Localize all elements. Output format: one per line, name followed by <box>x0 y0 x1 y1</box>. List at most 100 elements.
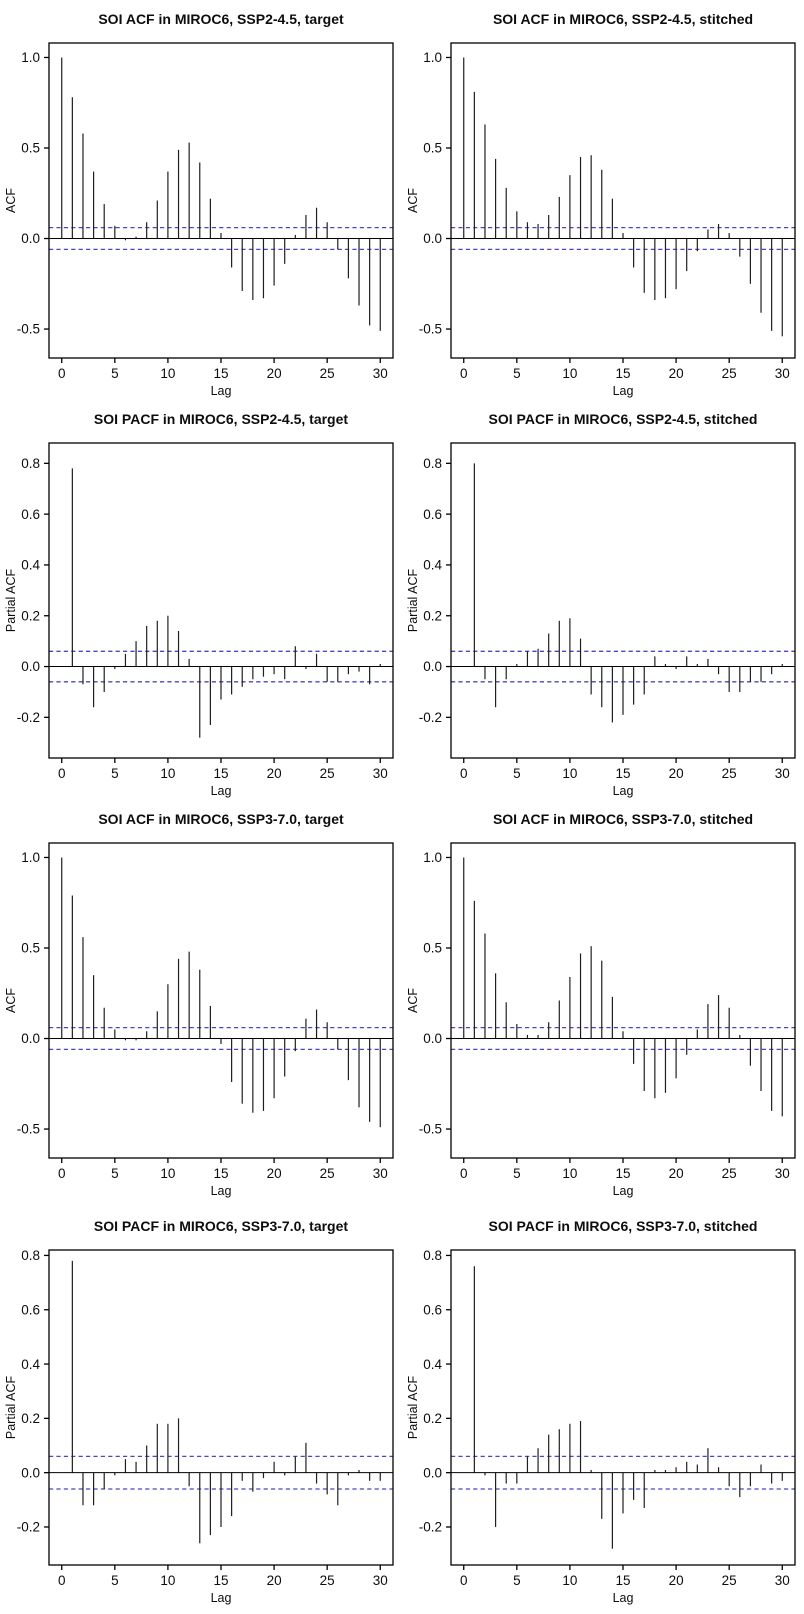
x-tick-label: 20 <box>669 766 684 781</box>
x-tick-label: 15 <box>615 766 630 781</box>
x-tick-label: 25 <box>722 1573 737 1588</box>
x-tick-label: 0 <box>58 1166 66 1181</box>
y-tick-label: 0.4 <box>21 1357 40 1372</box>
chart-title: SOI PACF in MIROC6, SSP2-4.5, target <box>93 411 349 427</box>
y-tick-label: 0.2 <box>423 608 442 623</box>
y-tick-label: 1.0 <box>423 50 442 65</box>
y-tick-label: 0.2 <box>423 1411 442 1426</box>
x-tick-label: 25 <box>320 366 335 381</box>
x-tick-label: 30 <box>775 766 790 781</box>
y-axis-label: ACF <box>4 188 18 213</box>
x-axis-label: Lag <box>211 1184 232 1198</box>
plot-box <box>450 1249 796 1566</box>
chart-title: SOI ACF in MIROC6, SSP3-7.0, stitched <box>492 811 754 827</box>
x-tick-label: 25 <box>320 1573 335 1588</box>
y-tick-label: -0.5 <box>17 1122 40 1137</box>
x-tick-label: 0 <box>58 766 66 781</box>
y-tick-label: 0.2 <box>21 608 40 623</box>
x-tick-label: 30 <box>775 366 790 381</box>
y-tick-label: 0.6 <box>423 1302 442 1317</box>
chart-cell-pacf-ssp245-stitched: SOI PACF in MIROC6, SSP2-4.5, stitched 0… <box>402 400 804 800</box>
y-tick-label: 0.5 <box>21 141 40 156</box>
x-tick-label: 5 <box>513 766 521 781</box>
y-tick-label: 0.5 <box>423 941 442 956</box>
chart-title: SOI ACF in MIROC6, SSP3-7.0, target <box>98 811 344 827</box>
x-tick-label: 20 <box>669 1573 684 1588</box>
plot-box <box>48 442 394 759</box>
x-tick-label: 20 <box>267 766 282 781</box>
x-axis-label: Lag <box>211 384 232 398</box>
x-axis-label: Lag <box>613 1184 634 1198</box>
pacf-ssp245-stitched-plot: 0.8 0.6 0.4 0.2 0.0 -0.2 0 5 10 15 20 25 30 Lag Partia… <box>406 442 796 798</box>
plot-box <box>450 842 796 1159</box>
y-tick-label: 0.0 <box>423 1031 442 1046</box>
y-axis-label: Partial ACF <box>4 1376 18 1440</box>
y-tick-label: -0.5 <box>419 1122 442 1137</box>
x-axis-label: Lag <box>613 384 634 398</box>
y-tick-label: 0.0 <box>21 659 40 674</box>
x-tick-label: 10 <box>562 1166 577 1181</box>
y-tick-label: 0.0 <box>21 1031 40 1046</box>
x-tick-label: 0 <box>58 366 66 381</box>
x-tick-label: 15 <box>213 766 228 781</box>
y-tick-label: 1.0 <box>21 50 40 65</box>
y-axis-label: ACF <box>406 188 420 213</box>
x-tick-label: 25 <box>722 1166 737 1181</box>
x-tick-label: 30 <box>373 766 388 781</box>
x-tick-label: 5 <box>513 366 521 381</box>
chart-title: SOI PACF in MIROC6, SSP2-4.5, stitched <box>488 411 758 427</box>
x-tick-label: 0 <box>460 1166 468 1181</box>
y-tick-label: 0.0 <box>423 231 442 246</box>
y-tick-label: 1.0 <box>423 850 442 865</box>
y-tick-label: 0.2 <box>21 1411 40 1426</box>
acf-ssp370-target-plot: 1.0 0.5 0.0 -0.5 0 5 10 15 20 25 30 Lag ACF <box>4 842 394 1198</box>
chart-cell-acf-ssp370-stitched: SOI ACF in MIROC6, SSP3-7.0, stitched 1.… <box>402 800 804 1207</box>
x-axis-label: Lag <box>211 784 232 798</box>
pacf-ssp370-target-plot: 0.8 0.6 0.4 0.2 0.0 -0.2 0 5 10 15 20 25 30 Lag Partia… <box>4 1248 394 1605</box>
x-tick-label: 10 <box>160 1166 175 1181</box>
x-axis-label: Lag <box>613 1591 634 1605</box>
y-axis-label: Partial ACF <box>406 1376 420 1440</box>
chart-cell-pacf-ssp370-stitched: SOI PACF in MIROC6, SSP3-7.0, stitched 0… <box>402 1207 804 1614</box>
x-tick-label: 10 <box>160 1573 175 1588</box>
x-tick-label: 15 <box>615 366 630 381</box>
y-tick-label: 0.4 <box>21 558 40 573</box>
x-tick-label: 5 <box>111 766 119 781</box>
x-tick-label: 20 <box>267 1573 282 1588</box>
y-tick-label: -0.2 <box>17 1520 40 1535</box>
x-tick-label: 10 <box>562 366 577 381</box>
plot-box <box>450 42 796 359</box>
x-tick-label: 30 <box>775 1573 790 1588</box>
chart-cell-pacf-ssp370-target: SOI PACF in MIROC6, SSP3-7.0, target 0.8… <box>0 1207 402 1614</box>
x-tick-label: 15 <box>213 366 228 381</box>
x-tick-label: 20 <box>267 366 282 381</box>
y-tick-label: -0.2 <box>419 710 442 725</box>
pacf-ssp370-stitched-plot: 0.8 0.6 0.4 0.2 0.0 -0.2 0 5 10 15 20 25 30 Lag Partia… <box>406 1248 796 1605</box>
x-tick-label: 25 <box>722 766 737 781</box>
chart-title: SOI PACF in MIROC6, SSP3-7.0, target <box>93 1218 349 1234</box>
y-tick-label: 0.6 <box>21 1302 40 1317</box>
x-tick-label: 5 <box>513 1166 521 1181</box>
x-tick-label: 0 <box>460 1573 468 1588</box>
x-axis-label: Lag <box>613 784 634 798</box>
y-tick-label: 0.4 <box>423 558 442 573</box>
chart-title: SOI ACF in MIROC6, SSP2-4.5, target <box>98 11 344 27</box>
x-tick-label: 15 <box>615 1573 630 1588</box>
x-tick-label: 10 <box>160 366 175 381</box>
y-tick-label: -0.5 <box>419 322 442 337</box>
plot-box <box>48 842 394 1159</box>
y-tick-label: 0.0 <box>423 659 442 674</box>
x-tick-label: 0 <box>460 766 468 781</box>
x-tick-label: 30 <box>373 1573 388 1588</box>
x-tick-label: 20 <box>669 366 684 381</box>
y-axis-label: Partial ACF <box>4 569 18 633</box>
x-tick-label: 5 <box>111 1573 119 1588</box>
acf-ssp370-stitched-plot: 1.0 0.5 0.0 -0.5 0 5 10 15 20 25 30 Lag ACF <box>406 842 796 1198</box>
y-tick-label: -0.2 <box>419 1520 442 1535</box>
y-tick-label: 0.0 <box>423 1465 442 1480</box>
x-tick-label: 25 <box>320 766 335 781</box>
y-tick-label: 0.6 <box>21 507 40 522</box>
x-tick-label: 20 <box>267 1166 282 1181</box>
chart-cell-acf-ssp245-stitched: SOI ACF in MIROC6, SSP2-4.5, stitched 1.… <box>402 0 804 400</box>
acf-ssp245-stitched-plot: 1.0 0.5 0.0 -0.5 0 5 10 15 20 25 30 Lag ACF <box>406 42 796 398</box>
